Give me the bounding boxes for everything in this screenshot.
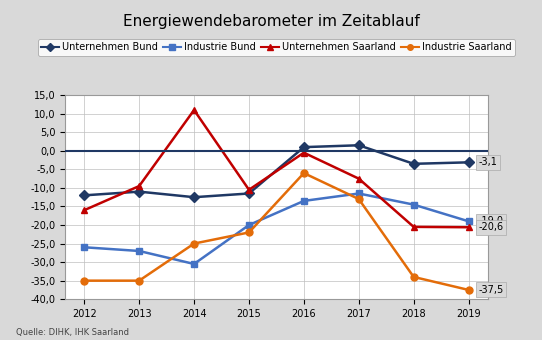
Unternehmen Saarland	[356, 176, 362, 181]
Unternehmen Bund	[410, 162, 417, 166]
Industrie Bund	[356, 191, 362, 196]
Text: Quelle: DIHK, IHK Saarland: Quelle: DIHK, IHK Saarland	[16, 328, 129, 337]
Industrie Saarland	[356, 197, 362, 201]
Industrie Saarland	[301, 171, 307, 175]
Industrie Bund	[81, 245, 87, 249]
Unternehmen Saarland	[466, 225, 472, 229]
Industrie Saarland	[136, 278, 143, 283]
Unternehmen Bund	[136, 190, 143, 194]
Unternehmen Bund	[191, 195, 197, 199]
Unternehmen Saarland	[81, 208, 87, 212]
Industrie Bund	[301, 199, 307, 203]
Industrie Bund	[410, 203, 417, 207]
Industrie Saarland	[466, 288, 472, 292]
Line: Industrie Saarland: Industrie Saarland	[81, 170, 472, 293]
Text: Energiewendebarometer im Zeitablauf: Energiewendebarometer im Zeitablauf	[122, 14, 420, 29]
Industrie Bund	[466, 219, 472, 223]
Unternehmen Bund	[466, 160, 472, 164]
Legend: Unternehmen Bund, Industrie Bund, Unternehmen Saarland, Industrie Saarland: Unternehmen Bund, Industrie Bund, Untern…	[38, 39, 515, 56]
Industrie Saarland	[81, 278, 87, 283]
Industrie Saarland	[191, 241, 197, 245]
Unternehmen Bund	[301, 145, 307, 149]
Industrie Saarland	[246, 231, 252, 235]
Text: -19,0: -19,0	[478, 216, 504, 226]
Unternehmen Bund	[81, 193, 87, 198]
Unternehmen Saarland	[136, 184, 143, 188]
Line: Industrie Bund: Industrie Bund	[81, 190, 472, 268]
Unternehmen Saarland	[246, 188, 252, 192]
Text: -3,1: -3,1	[478, 157, 497, 167]
Industrie Bund	[136, 249, 143, 253]
Unternehmen Saarland	[301, 151, 307, 155]
Industrie Bund	[246, 223, 252, 227]
Line: Unternehmen Bund: Unternehmen Bund	[81, 142, 472, 201]
Unternehmen Saarland	[191, 108, 197, 112]
Unternehmen Bund	[356, 143, 362, 147]
Line: Unternehmen Saarland: Unternehmen Saarland	[81, 106, 472, 231]
Unternehmen Bund	[246, 191, 252, 196]
Text: -20,6: -20,6	[478, 222, 504, 232]
Text: -37,5: -37,5	[478, 285, 504, 295]
Industrie Bund	[191, 262, 197, 266]
Industrie Saarland	[410, 275, 417, 279]
Unternehmen Saarland	[410, 225, 417, 229]
